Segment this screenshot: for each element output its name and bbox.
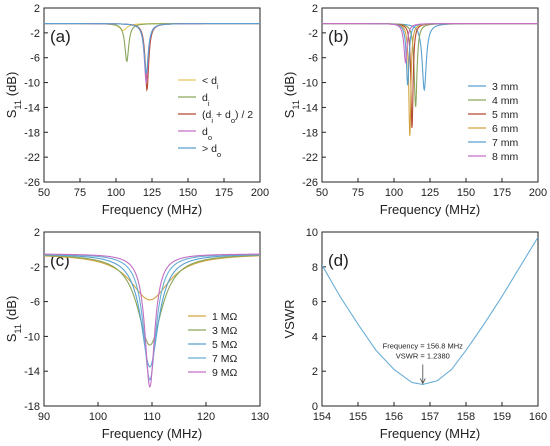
y-tick-label: 0	[312, 401, 318, 413]
series-line-2	[44, 23, 260, 92]
y-tick-label: -18	[302, 127, 318, 139]
x-tick-label: 175	[215, 187, 233, 199]
y-axis-label: S11 (dB)	[4, 296, 23, 343]
x-tick-label: 155	[349, 411, 367, 423]
y-tick-label: -26	[302, 177, 318, 189]
panel-2: 90 100 110 120 130 2 -2 -6 -10 -14 -18 Frequency (M…	[4, 227, 269, 441]
legend-label: 5 mm	[492, 109, 519, 121]
y-tick-label: -2	[308, 28, 318, 40]
legend-label: 5 MΩ	[212, 339, 238, 351]
y-tick-label: -22	[24, 152, 40, 164]
y-tick-label: -18	[24, 127, 40, 139]
panel-0: 50 75 100 125 150 175 200 2 -2 -6 -10 -14 -18 -22 -26 F…	[4, 3, 269, 217]
y-tick-label: -10	[24, 331, 40, 343]
x-tick-label: 100	[107, 187, 125, 199]
y-axis-label: VSWR	[282, 300, 297, 339]
panel-1: 50 75 100 125 150 175 200 2 -2 -6 -10 -14 -18 -22 -26 F…	[282, 3, 547, 217]
y-tick-label: 6	[312, 297, 318, 309]
legend-label: 3 mm	[492, 81, 519, 93]
y-tick-label: 2	[34, 3, 40, 15]
x-tick-label: 160	[529, 411, 547, 423]
y-tick-label: -14	[24, 102, 40, 114]
y-tick-label: -2	[30, 28, 40, 40]
legend-label: 4 mm	[492, 95, 519, 107]
x-tick-label: 120	[197, 411, 215, 423]
x-tick-label: 100	[385, 187, 403, 199]
x-tick-label: 150	[179, 187, 197, 199]
x-tick-label: 50	[316, 187, 328, 199]
y-tick-label: -6	[308, 53, 318, 65]
y-tick-label: 4	[312, 331, 318, 343]
x-tick-label: 156	[385, 411, 403, 423]
series-line-5	[322, 22, 538, 64]
x-tick-label: 110	[143, 411, 161, 423]
x-tick-label: 200	[529, 187, 547, 199]
y-tick-label: 2	[34, 227, 40, 239]
x-tick-label: 75	[74, 187, 86, 199]
x-tick-label: 130	[251, 411, 269, 423]
x-tick-label: 154	[313, 411, 331, 423]
y-tick-label: -10	[302, 78, 318, 90]
series-line-4	[44, 23, 260, 75]
y-tick-label: -22	[302, 152, 318, 164]
x-tick-label: 157	[421, 411, 439, 423]
x-axis-label: Frequency (MHz)	[380, 202, 480, 217]
x-tick-label: 75	[352, 187, 364, 199]
y-tick-label: 2	[312, 366, 318, 378]
legend-label: 3 MΩ	[212, 325, 238, 337]
x-axis-label: Frequency (MHz)	[102, 202, 202, 217]
legend-label: 6 mm	[492, 123, 519, 135]
y-axis-label: S11 (dB)	[282, 72, 301, 119]
series-line-0	[322, 23, 538, 92]
legend-label: 8 mm	[492, 151, 519, 163]
legend-label: di	[202, 92, 210, 108]
x-tick-label: 159	[493, 411, 511, 423]
series-line-1	[44, 254, 260, 346]
series-line-4	[44, 253, 260, 388]
y-tick-label: -14	[24, 366, 40, 378]
y-tick-label: 10	[306, 227, 318, 239]
series-line-0	[44, 255, 260, 301]
x-tick-label: 150	[457, 187, 475, 199]
legend-label: 9 MΩ	[212, 367, 238, 379]
y-tick-label: -10	[24, 78, 40, 90]
y-tick-label: 2	[312, 3, 318, 15]
legend-label: 7 mm	[492, 137, 519, 149]
y-tick-label: -6	[30, 53, 40, 65]
annotation-text: Frequency = 156.8 MHz	[383, 341, 463, 350]
x-tick-label: 200	[251, 187, 269, 199]
panel-label: (b)	[328, 27, 349, 46]
legend-label: do	[202, 126, 212, 142]
y-tick-label: -2	[30, 262, 40, 274]
panel-label: (a)	[50, 27, 71, 46]
series-line-2	[44, 254, 260, 368]
x-tick-label: 175	[493, 187, 511, 199]
legend-label: 1 MΩ	[212, 311, 238, 323]
panel-label: (d)	[328, 251, 349, 270]
legend-label: < di	[202, 75, 219, 91]
legend-label: > do	[202, 143, 221, 159]
y-tick-label: -18	[24, 401, 40, 413]
x-tick-label: 100	[89, 411, 107, 423]
legend-label: 7 MΩ	[212, 353, 238, 365]
x-tick-label: 125	[421, 187, 439, 199]
x-tick-label: 158	[457, 411, 475, 423]
y-tick-label: -6	[30, 297, 40, 309]
x-tick-label: 90	[38, 411, 50, 423]
series-line-0	[44, 22, 260, 31]
x-tick-label: 125	[143, 187, 161, 199]
y-axis-label: S11 (dB)	[4, 72, 23, 119]
panel-3: 154 155 156 157 158 159 160 0 2 4 6 8 10 Frequency (M…	[282, 227, 547, 441]
annotation-text: VSWR = 1.2380	[396, 351, 450, 360]
x-axis-label: Frequency (MHz)	[102, 426, 202, 441]
y-tick-label: -14	[302, 102, 318, 114]
series-line-0	[322, 236, 538, 385]
y-tick-label: -26	[24, 177, 40, 189]
y-tick-label: 8	[312, 262, 318, 274]
x-axis-label: Frequency (MHz)	[380, 426, 480, 441]
x-tick-label: 50	[38, 187, 50, 199]
series-line-1	[44, 23, 260, 63]
legend-label: (di + do) / 2	[202, 109, 253, 125]
